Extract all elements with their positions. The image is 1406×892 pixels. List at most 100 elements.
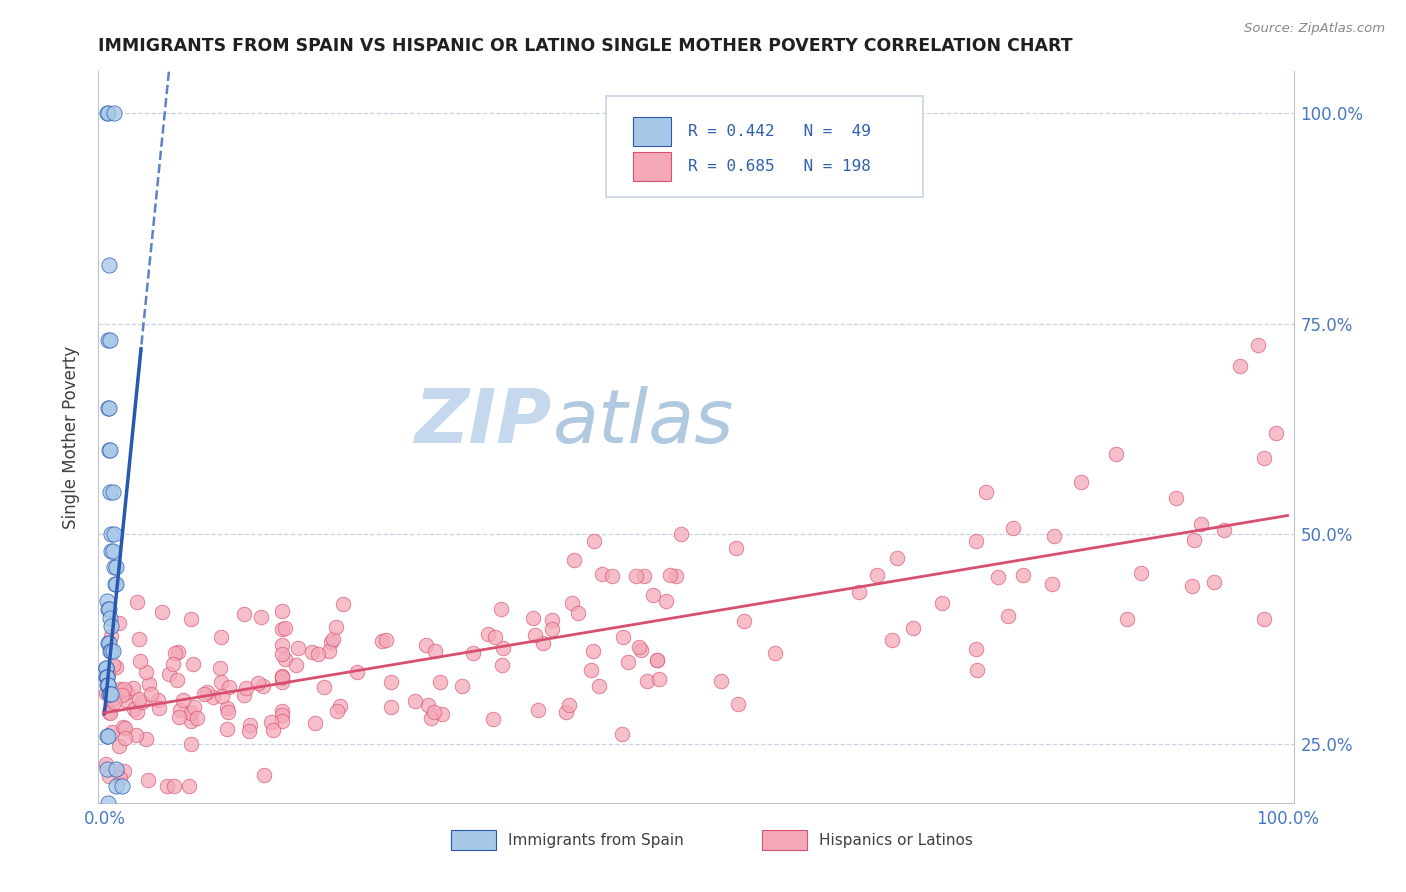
Point bbox=[371, 634, 394, 648]
Point bbox=[172, 693, 194, 707]
Point bbox=[101, 658, 124, 673]
Point bbox=[425, 644, 447, 658]
Point bbox=[866, 567, 889, 582]
Point bbox=[880, 632, 903, 647]
Point bbox=[1213, 523, 1236, 537]
Point bbox=[725, 541, 748, 555]
Point bbox=[1253, 612, 1275, 626]
Point bbox=[105, 577, 128, 591]
Point bbox=[195, 685, 218, 699]
Point bbox=[100, 526, 122, 541]
Point bbox=[669, 526, 692, 541]
Point bbox=[100, 629, 122, 643]
Point bbox=[211, 689, 233, 703]
Point bbox=[763, 646, 786, 660]
Bar bbox=[451, 830, 496, 850]
Point bbox=[94, 686, 117, 700]
Point bbox=[135, 665, 157, 679]
Point bbox=[301, 645, 323, 659]
Point bbox=[100, 543, 122, 558]
Point bbox=[233, 607, 256, 622]
Point bbox=[97, 401, 120, 415]
Point bbox=[94, 661, 117, 675]
Point bbox=[987, 570, 1010, 584]
Point bbox=[481, 712, 503, 726]
Point bbox=[169, 704, 191, 718]
Point bbox=[148, 701, 170, 715]
Point bbox=[100, 619, 122, 633]
Point bbox=[100, 725, 122, 739]
Point bbox=[104, 660, 127, 674]
Point bbox=[404, 694, 426, 708]
Point bbox=[96, 594, 118, 608]
Point bbox=[98, 484, 121, 499]
Point bbox=[101, 644, 124, 658]
Point bbox=[1040, 577, 1063, 591]
Point bbox=[287, 640, 309, 655]
Point bbox=[183, 699, 205, 714]
Point bbox=[128, 632, 150, 646]
Point bbox=[167, 710, 190, 724]
Point bbox=[105, 779, 128, 793]
Point bbox=[163, 779, 186, 793]
Point bbox=[98, 644, 121, 658]
Point bbox=[97, 705, 120, 719]
Point bbox=[312, 681, 335, 695]
Point bbox=[270, 638, 292, 652]
Point bbox=[112, 681, 135, 696]
Bar bbox=[633, 117, 671, 146]
Point bbox=[98, 258, 121, 272]
Point bbox=[186, 711, 208, 725]
Point bbox=[304, 716, 326, 731]
Point bbox=[531, 636, 554, 650]
Point bbox=[217, 700, 239, 714]
Point bbox=[274, 652, 297, 666]
Point bbox=[901, 621, 924, 635]
Point bbox=[128, 654, 150, 668]
Point bbox=[101, 543, 124, 558]
Point bbox=[125, 595, 148, 609]
Point bbox=[114, 731, 136, 745]
Point bbox=[166, 673, 188, 687]
Point bbox=[125, 705, 148, 719]
Point bbox=[249, 610, 271, 624]
Point bbox=[974, 484, 997, 499]
Point bbox=[110, 681, 132, 696]
Point bbox=[581, 663, 603, 677]
Point bbox=[128, 692, 150, 706]
Point bbox=[645, 652, 668, 666]
Point bbox=[135, 731, 157, 746]
Point bbox=[252, 679, 274, 693]
Point bbox=[329, 699, 352, 714]
Point bbox=[167, 645, 190, 659]
Point bbox=[322, 632, 344, 647]
Point bbox=[181, 657, 204, 671]
Point bbox=[114, 693, 136, 707]
Point bbox=[380, 699, 402, 714]
Point bbox=[97, 636, 120, 650]
Point bbox=[588, 680, 610, 694]
Point bbox=[325, 704, 347, 718]
Point bbox=[965, 533, 987, 548]
Point bbox=[112, 720, 135, 734]
Point bbox=[522, 611, 544, 625]
Point bbox=[965, 641, 987, 656]
Point bbox=[270, 622, 292, 636]
Point bbox=[591, 567, 613, 582]
Point bbox=[430, 706, 453, 721]
Point bbox=[98, 706, 121, 720]
Point bbox=[103, 106, 125, 120]
Point bbox=[209, 660, 232, 674]
Bar bbox=[633, 152, 671, 181]
Point bbox=[600, 569, 623, 583]
Point bbox=[554, 705, 576, 719]
Point bbox=[97, 106, 120, 120]
Point bbox=[136, 772, 159, 787]
Point bbox=[325, 620, 347, 634]
Point bbox=[103, 695, 125, 709]
Point bbox=[658, 567, 681, 582]
Point bbox=[484, 630, 506, 644]
Text: atlas: atlas bbox=[553, 386, 734, 458]
Point bbox=[96, 670, 118, 684]
FancyBboxPatch shape bbox=[606, 96, 922, 197]
